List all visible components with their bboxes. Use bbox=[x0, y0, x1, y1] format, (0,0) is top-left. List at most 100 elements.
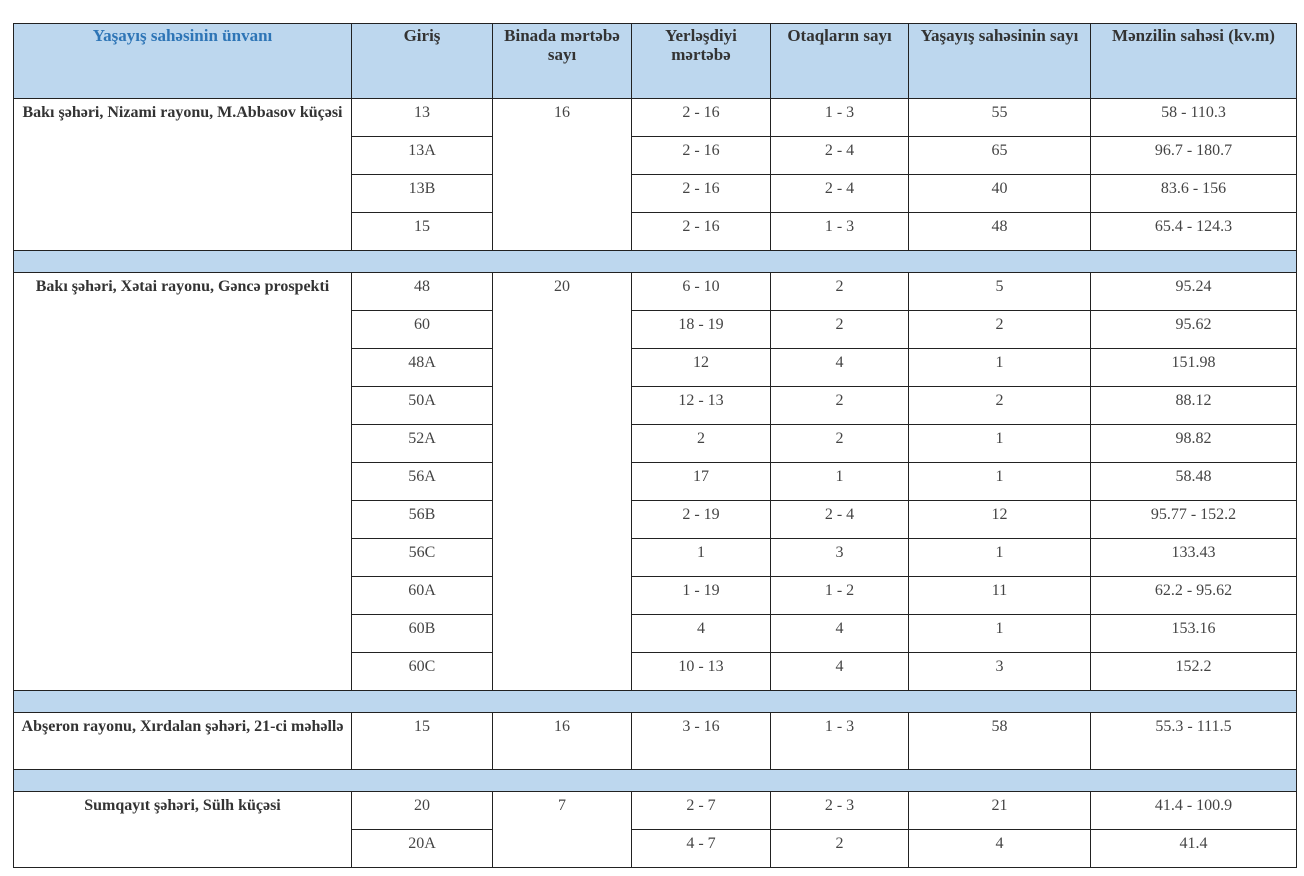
entry-cell: 13B bbox=[351, 174, 493, 213]
table-row: 15 2 - 16 1 - 3 48 65.4 - 124.3 bbox=[14, 212, 1297, 251]
entry-cell: 56A bbox=[351, 462, 493, 501]
group-separator bbox=[13, 690, 1297, 713]
address-cell: Bakı şəhəri, Xətai rayonu, Gəncə prospek… bbox=[13, 272, 352, 691]
separator-cell bbox=[13, 769, 1297, 792]
floor-cell: 3 - 16 bbox=[631, 712, 771, 770]
rooms-cell: 1 - 3 bbox=[770, 98, 909, 137]
area-cell: 88.12 bbox=[1090, 386, 1297, 425]
header-row: Yaşayış sahəsinin ünvanı Giriş Binada mə… bbox=[13, 23, 1297, 99]
area-cell: 98.82 bbox=[1090, 424, 1297, 463]
table-row: 60A 1 - 19 1 - 2 11 62.2 - 95.62 bbox=[14, 576, 1297, 615]
building-floors-cell: 7 bbox=[492, 791, 632, 868]
floor-cell: 18 - 19 bbox=[631, 310, 771, 349]
area-cell: 41.4 bbox=[1090, 829, 1297, 868]
header-area: Mənzilin sahəsi (kv.m) bbox=[1090, 23, 1297, 99]
count-cell: 5 bbox=[908, 272, 1091, 311]
header-entry: Giriş bbox=[351, 23, 493, 99]
entry-cell: 48A bbox=[351, 348, 493, 387]
area-cell: 83.6 - 156 bbox=[1090, 174, 1297, 213]
address-cell: Bakı şəhəri, Nizami rayonu, M.Abbasov kü… bbox=[13, 98, 352, 251]
table-row: 60 18 - 19 2 2 95.62 bbox=[14, 310, 1297, 349]
count-cell: 65 bbox=[908, 136, 1091, 175]
area-cell: 55.3 - 111.5 bbox=[1090, 712, 1297, 770]
entry-cell: 48 bbox=[351, 272, 493, 311]
floor-cell: 2 - 7 bbox=[631, 791, 771, 830]
count-cell: 11 bbox=[908, 576, 1091, 615]
entry-cell: 60B bbox=[351, 614, 493, 653]
entry-cell: 56C bbox=[351, 538, 493, 577]
count-cell: 1 bbox=[908, 538, 1091, 577]
entry-cell: 60A bbox=[351, 576, 493, 615]
rooms-cell: 1 bbox=[770, 462, 909, 501]
building-floors-cell: 20 bbox=[492, 272, 632, 691]
area-cell: 153.16 bbox=[1090, 614, 1297, 653]
area-cell: 41.4 - 100.9 bbox=[1090, 791, 1297, 830]
header-building-floors: Binada mərtəbə sayı bbox=[492, 23, 632, 99]
area-cell: 95.24 bbox=[1090, 272, 1297, 311]
entry-cell: 13 bbox=[351, 98, 493, 137]
table-row: 56B 2 - 19 2 - 4 12 95.77 - 152.2 bbox=[14, 500, 1297, 539]
count-cell: 1 bbox=[908, 614, 1091, 653]
count-cell: 48 bbox=[908, 212, 1091, 251]
area-cell: 95.77 - 152.2 bbox=[1090, 500, 1297, 539]
table-row: 13B 2 - 16 2 - 4 40 83.6 - 156 bbox=[14, 174, 1297, 213]
entry-cell: 50A bbox=[351, 386, 493, 425]
table-row: Bakı şəhəri, Xətai rayonu, Gəncə prospek… bbox=[13, 272, 1297, 691]
address-cell: Sumqayıt şəhəri, Sülh küçəsi bbox=[13, 791, 352, 868]
count-cell: 1 bbox=[908, 424, 1091, 463]
area-cell: 133.43 bbox=[1090, 538, 1297, 577]
entry-cell: 13A bbox=[351, 136, 493, 175]
entry-cell: 20A bbox=[351, 829, 493, 868]
floor-cell: 1 - 19 bbox=[631, 576, 771, 615]
header-address: Yaşayış sahəsinin ünvanı bbox=[13, 23, 352, 99]
floor-cell: 2 bbox=[631, 424, 771, 463]
rooms-cell: 2 - 4 bbox=[770, 174, 909, 213]
group-separator bbox=[13, 250, 1297, 273]
floor-cell: 2 - 16 bbox=[631, 212, 771, 251]
count-cell: 21 bbox=[908, 791, 1091, 830]
floor-cell: 2 - 16 bbox=[631, 174, 771, 213]
entry-cell: 60C bbox=[351, 652, 493, 691]
table-row: 48A 12 4 1 151.98 bbox=[14, 348, 1297, 387]
floor-cell: 6 - 10 bbox=[631, 272, 771, 311]
entry-cell: 20 bbox=[351, 791, 493, 830]
count-cell: 12 bbox=[908, 500, 1091, 539]
rooms-cell: 2 bbox=[770, 829, 909, 868]
rooms-cell: 1 - 3 bbox=[770, 712, 909, 770]
header-count: Yaşayış sahəsinin sayı bbox=[908, 23, 1091, 99]
table-row: Abşeron rayonu, Xırdalan şəhəri, 21-ci m… bbox=[13, 712, 1297, 770]
entry-cell: 52A bbox=[351, 424, 493, 463]
floor-cell: 17 bbox=[631, 462, 771, 501]
rooms-cell: 2 bbox=[770, 310, 909, 349]
count-cell: 4 bbox=[908, 829, 1091, 868]
entry-cell: 60 bbox=[351, 310, 493, 349]
count-cell: 1 bbox=[908, 348, 1091, 387]
separator-cell bbox=[13, 250, 1297, 273]
area-cell: 58.48 bbox=[1090, 462, 1297, 501]
header-floor: Yerləşdiyi mərtəbə bbox=[631, 23, 771, 99]
entry-cell: 15 bbox=[351, 212, 493, 251]
rooms-cell: 1 - 2 bbox=[770, 576, 909, 615]
table-row: 56C 1 3 1 133.43 bbox=[14, 538, 1297, 577]
count-cell: 2 bbox=[908, 386, 1091, 425]
table-row: 13A 2 - 16 2 - 4 65 96.7 - 180.7 bbox=[14, 136, 1297, 175]
address-cell: Abşeron rayonu, Xırdalan şəhəri, 21-ci m… bbox=[13, 712, 352, 770]
header-rooms: Otaqların sayı bbox=[770, 23, 909, 99]
area-cell: 58 - 110.3 bbox=[1090, 98, 1297, 137]
rooms-cell: 4 bbox=[770, 652, 909, 691]
floor-cell: 4 bbox=[631, 614, 771, 653]
table-row: Bakı şəhəri, Nizami rayonu, M.Abbasov kü… bbox=[13, 98, 1297, 251]
table-row: 20A 4 - 7 2 4 41.4 bbox=[14, 829, 1297, 868]
rooms-cell: 2 - 4 bbox=[770, 136, 909, 175]
building-floors-cell: 16 bbox=[492, 98, 632, 251]
count-cell: 3 bbox=[908, 652, 1091, 691]
group-separator bbox=[13, 769, 1297, 792]
count-cell: 40 bbox=[908, 174, 1091, 213]
floor-cell: 4 - 7 bbox=[631, 829, 771, 868]
area-cell: 65.4 - 124.3 bbox=[1090, 212, 1297, 251]
count-cell: 55 bbox=[908, 98, 1091, 137]
floor-cell: 2 - 16 bbox=[631, 98, 771, 137]
floor-cell: 12 bbox=[631, 348, 771, 387]
rooms-cell: 1 - 3 bbox=[770, 212, 909, 251]
rooms-cell: 2 - 4 bbox=[770, 500, 909, 539]
